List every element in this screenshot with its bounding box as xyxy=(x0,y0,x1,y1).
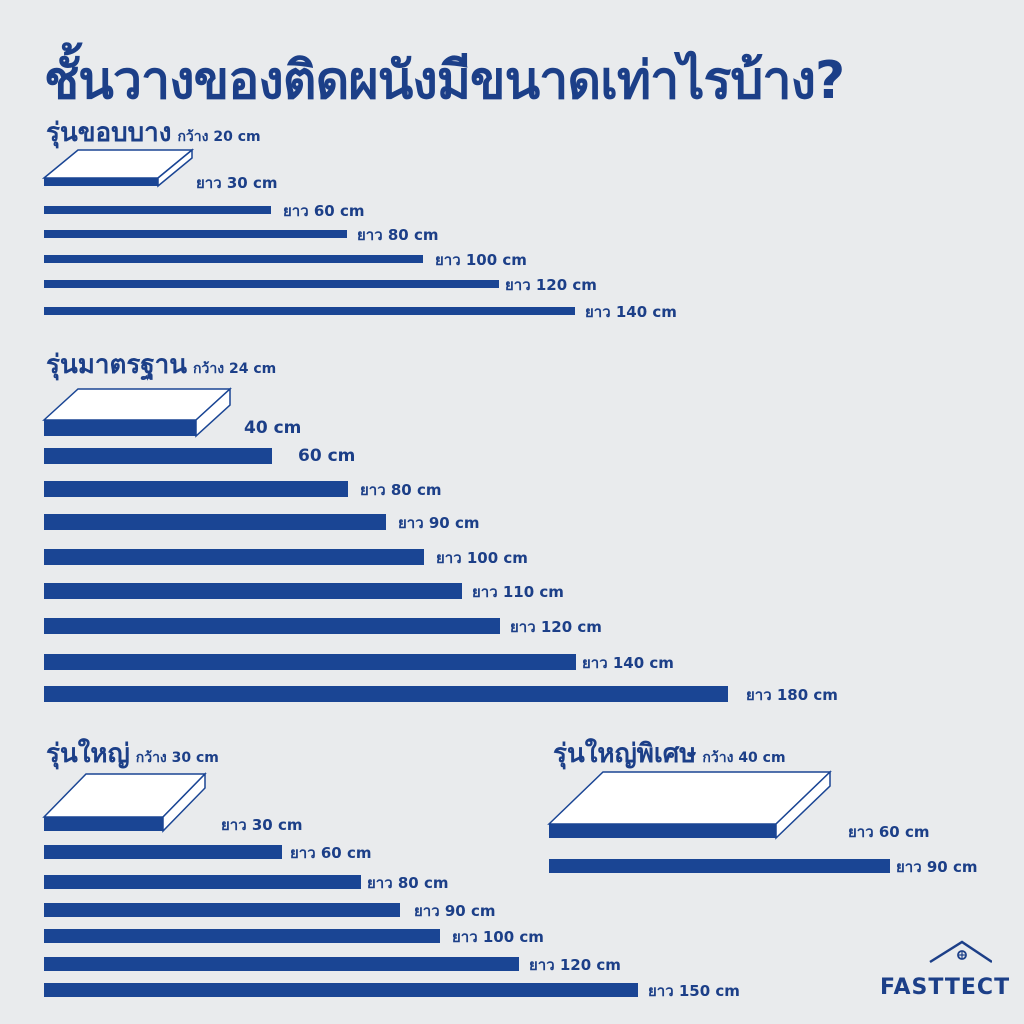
bar xyxy=(44,481,348,497)
bar xyxy=(44,817,163,831)
bar xyxy=(44,178,158,186)
bar-label: ยาว 140 cm xyxy=(585,303,677,321)
section-name: รุ่นใหญ่ xyxy=(46,739,130,769)
bar-label: ยาว 60 cm xyxy=(848,823,930,841)
bar xyxy=(44,206,271,214)
bar xyxy=(44,420,196,436)
bar xyxy=(44,903,400,917)
bar xyxy=(44,929,440,943)
bar xyxy=(44,845,282,859)
bar xyxy=(44,583,462,599)
section-title: รุ่นขอบบาง กว้าง 20 cm xyxy=(46,112,261,153)
bar-label: ยาว 90 cm xyxy=(398,514,480,532)
bar-label: ยาว 120 cm xyxy=(505,276,597,294)
bar-label: ยาว 100 cm xyxy=(436,549,528,567)
bar xyxy=(44,549,424,565)
shelf-illustration xyxy=(547,770,832,840)
section-width: กว้าง 40 cm xyxy=(702,750,786,766)
fasttect-logo: FASTTECT xyxy=(880,940,1009,1000)
bar-label: ยาว 30 cm xyxy=(221,816,303,834)
bar-label: ยาว 90 cm xyxy=(414,902,496,920)
bar-label: ยาว 90 cm xyxy=(896,858,978,876)
section-title: รุ่นใหญ่พิเศษ กว้าง 40 cm xyxy=(553,733,786,774)
bar xyxy=(44,983,638,997)
house-icon xyxy=(929,940,992,964)
shelf-illustration xyxy=(41,148,195,188)
bar-label: ยาว 150 cm xyxy=(648,982,740,1000)
bar xyxy=(44,957,519,971)
bar xyxy=(44,514,386,530)
bar xyxy=(44,280,499,288)
bar-label: ยาว 100 cm xyxy=(435,251,527,269)
bar xyxy=(44,307,575,315)
bar-label: ยาว 60 cm xyxy=(290,844,372,862)
section-name: รุ่นขอบบาง xyxy=(46,118,172,148)
bar-label: 40 cm xyxy=(244,418,302,438)
section-width: กว้าง 30 cm xyxy=(135,750,219,766)
bar-label: 60 cm xyxy=(298,446,356,466)
bar xyxy=(549,824,776,838)
section-width: กว้าง 24 cm xyxy=(193,361,277,377)
bar xyxy=(549,859,890,873)
section-title: รุ่นใหญ่ กว้าง 30 cm xyxy=(46,733,219,774)
bar-label: ยาว 120 cm xyxy=(510,618,602,636)
section-name: รุ่นมาตรฐาน xyxy=(46,350,188,380)
bar-label: ยาว 80 cm xyxy=(360,481,442,499)
page-title: ชั้นวางของติดผนังมีขนาดเท่าไรบ้าง? xyxy=(44,51,845,111)
bar-label: ยาว 110 cm xyxy=(472,583,564,601)
bar-label: ยาว 30 cm xyxy=(196,174,278,192)
bar xyxy=(44,654,576,670)
bar-label: ยาว 80 cm xyxy=(367,874,449,892)
section-width: กว้าง 20 cm xyxy=(177,129,261,145)
bar-label: ยาว 100 cm xyxy=(452,928,544,946)
bar xyxy=(44,875,361,889)
shelf-illustration xyxy=(42,772,207,833)
bar xyxy=(44,618,500,634)
section-title: รุ่นมาตรฐาน กว้าง 24 cm xyxy=(46,344,276,385)
bar xyxy=(44,686,728,702)
bar-label: ยาว 180 cm xyxy=(746,686,838,704)
bar-label: ยาว 140 cm xyxy=(582,654,674,672)
bar xyxy=(44,255,423,263)
bar-label: ยาว 120 cm xyxy=(529,956,621,974)
bar xyxy=(44,230,347,238)
bar-label: ยาว 60 cm xyxy=(283,202,365,220)
section-name: รุ่นใหญ่พิเศษ xyxy=(553,739,697,769)
bar xyxy=(44,448,272,464)
bar-label: ยาว 80 cm xyxy=(357,226,439,244)
shelf-illustration xyxy=(42,387,232,438)
logo-text: FASTTECT xyxy=(880,975,1011,1000)
